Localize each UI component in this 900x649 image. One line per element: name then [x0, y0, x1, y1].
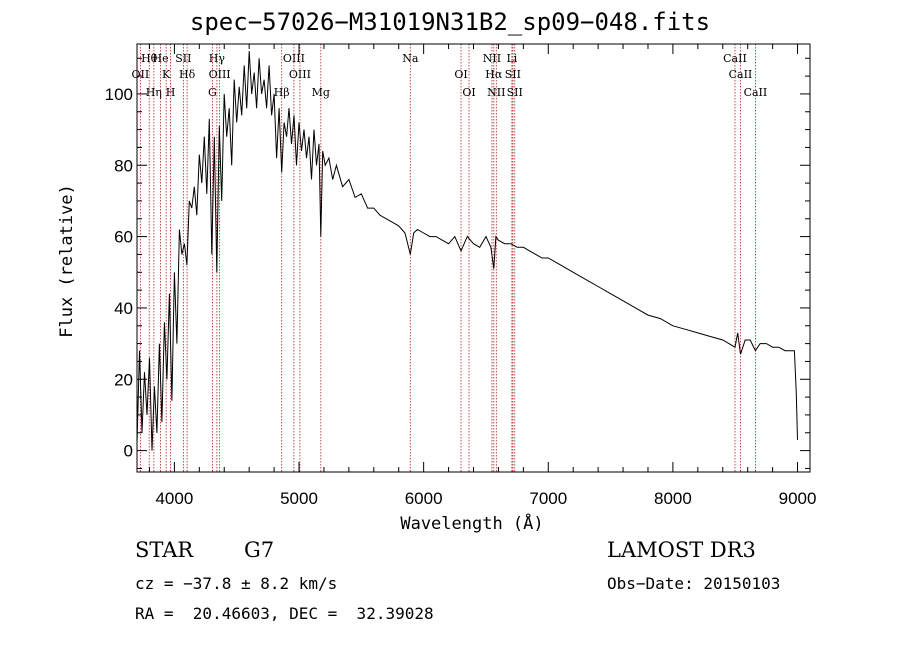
y-tick-label: 60: [114, 228, 133, 247]
line-label: Mg: [312, 86, 330, 99]
spectrum-series-line: [136, 51, 798, 451]
line-label: NII: [487, 86, 505, 99]
x-tick-label: 5000: [280, 489, 318, 508]
line-label: SII: [175, 52, 191, 65]
line-label: K: [162, 68, 171, 81]
y-tick-label: 100: [105, 85, 133, 104]
chart-title: spec−57026−M31019N31B2_sp09−048.fits: [189, 8, 711, 36]
x-tick-label: 7000: [529, 489, 567, 508]
line-label: OI: [454, 68, 467, 81]
obs-date-text: Obs−Date: 20150103: [607, 574, 781, 593]
y-tick-label: 0: [124, 442, 133, 461]
line-label: OIII: [209, 68, 231, 81]
y-tick-label: 40: [114, 299, 133, 318]
line-label: OIII: [283, 52, 305, 65]
line-label: OIII: [289, 68, 311, 81]
line-label: SII: [505, 68, 521, 81]
line-label: G: [208, 86, 217, 99]
object-subclass: G7: [244, 538, 275, 562]
line-label: Hη: [146, 86, 162, 99]
line-label: He: [153, 52, 169, 65]
x-tick-label: 4000: [155, 489, 193, 508]
y-tick-label: 20: [114, 370, 133, 389]
y-axis: 0 20 40 60 80 100: [105, 57, 810, 469]
line-label: Hγ: [209, 52, 226, 65]
line-label: Hβ: [274, 86, 290, 99]
line-label: Li: [506, 52, 517, 65]
line-label: Hα: [485, 68, 503, 81]
line-label: CaII: [744, 86, 768, 99]
line-label: Hθ: [141, 52, 158, 65]
spectral-line-markers: [139, 44, 756, 472]
line-label: Na: [402, 52, 419, 65]
line-label: OII: [132, 68, 150, 81]
y-tick-label: 80: [114, 156, 133, 175]
line-label: CaII: [729, 68, 753, 81]
y-axis-label: Flux (relative): [57, 184, 77, 338]
x-tick-label: 6000: [405, 489, 443, 508]
line-label: NII: [483, 52, 501, 65]
object-class: STAR: [135, 538, 194, 562]
line-label: SII: [507, 86, 523, 99]
x-axis: 4000 5000 6000 7000 8000 9000: [148, 44, 817, 508]
spectral-line-labels: HθOIIHηHeKHSIIHδGHγOIIIHβOIIIOIIIMgNaOIO…: [132, 52, 768, 99]
x-tick-label: 9000: [779, 489, 817, 508]
x-axis-label: Wavelength (Å): [400, 512, 543, 534]
line-label: H: [166, 86, 176, 99]
survey-name: LAMOST DR3: [607, 538, 756, 562]
line-label: CaII: [723, 52, 747, 65]
redshift-text: cz = −37.8 ± 8.2 km/s: [135, 574, 338, 593]
line-label: OI: [462, 86, 475, 99]
coordinates-text: RA = 20.46603, DEC = 32.39028: [135, 604, 434, 623]
line-label: Hδ: [179, 68, 196, 81]
x-tick-label: 8000: [654, 489, 692, 508]
